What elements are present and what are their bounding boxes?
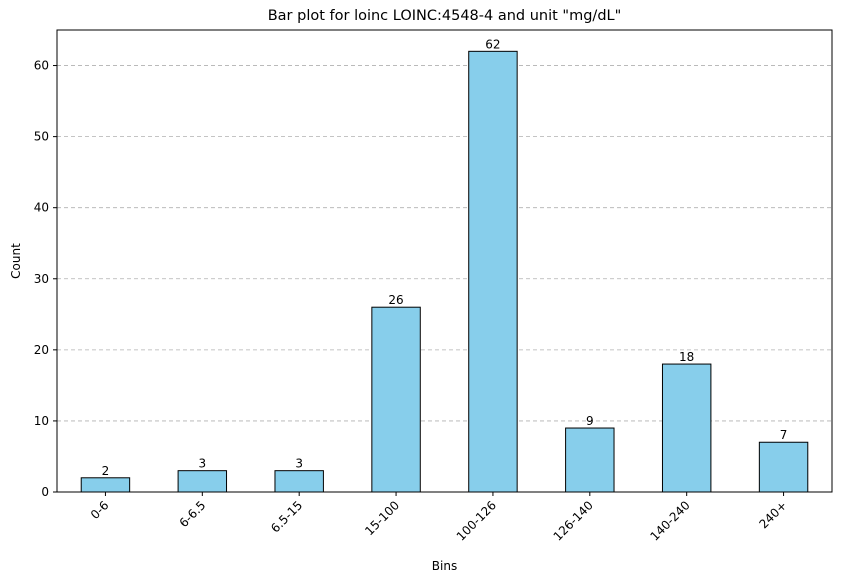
chart-title: Bar plot for loinc LOINC:4548-4 and unit… (268, 8, 622, 24)
y-axis: 0 10 20 30 40 50 60 (34, 59, 57, 499)
bar-6-6.5 (177, 470, 228, 493)
x-tick-label: 6.5-15 (268, 498, 305, 535)
bar-value-label: 3 (198, 457, 206, 471)
x-axis: 0-6 6-6.5 6.5-15 15-100 100-126 126-140 140-24… (88, 492, 790, 544)
bar-value-label: 62 (485, 37, 500, 51)
bar-6.5-15 (274, 470, 324, 493)
bar-value-label: 3 (295, 457, 303, 471)
x-tick-label: 15-100 (362, 498, 402, 538)
bar-140-240 (661, 363, 712, 493)
x-tick-label: 100-126 (454, 498, 499, 543)
x-tick-label: 140-240 (647, 498, 692, 543)
y-tick-label: 50 (34, 130, 49, 144)
y-axis-label: Count (9, 243, 23, 279)
x-tick-label: 126-140 (551, 498, 596, 543)
bar-240+ (758, 441, 809, 493)
bars-group (80, 50, 809, 493)
y-tick-label: 30 (34, 272, 49, 286)
x-axis-label: Bins (432, 559, 457, 573)
x-tick-label: 240+ (756, 498, 789, 531)
bar-0-6 (80, 477, 131, 493)
x-tick-label: 0-6 (88, 498, 112, 522)
bar-labels-group: 2 3 3 26 62 9 18 7 (102, 37, 788, 477)
grid-lines (57, 65, 832, 422)
bar-value-label: 18 (679, 350, 694, 364)
bar-value-label: 2 (102, 464, 110, 478)
bar-value-label: 9 (586, 414, 594, 428)
bar-126-140 (565, 427, 615, 493)
y-tick-label: 0 (41, 485, 49, 499)
bar-value-label: 26 (388, 293, 403, 307)
y-tick-label: 40 (34, 201, 49, 215)
y-tick-label: 60 (34, 59, 49, 73)
bar-15-100 (371, 306, 421, 493)
y-tick-label: 20 (34, 343, 49, 357)
plot-frame (56, 29, 833, 493)
bar-value-label: 7 (780, 428, 788, 442)
bar-100-126 (468, 50, 518, 493)
x-tick-label: 6-6.5 (177, 498, 209, 530)
y-tick-label: 10 (34, 414, 49, 428)
